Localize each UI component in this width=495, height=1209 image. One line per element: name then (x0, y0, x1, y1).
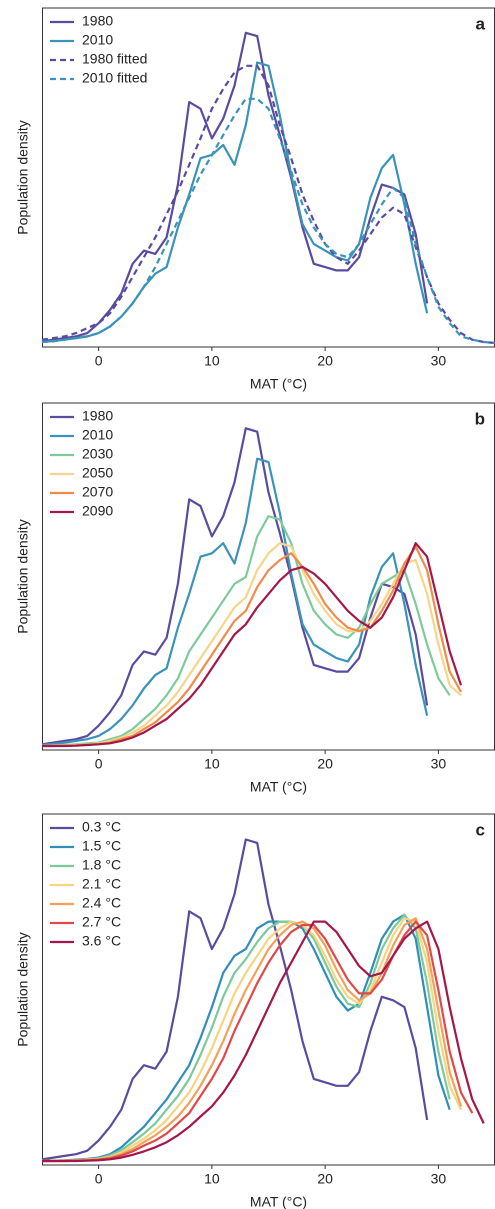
legend-label: 2050 (82, 465, 113, 481)
panel-label: a (476, 14, 486, 33)
legend-label: 2030 (82, 446, 113, 462)
y-axis-label: Population density (15, 519, 31, 633)
panel-label: c (476, 820, 485, 839)
legend-label: 1980 (82, 13, 113, 29)
data-line (42, 917, 463, 1163)
x-tick-label: 30 (431, 1171, 447, 1187)
data-line (41, 913, 451, 1163)
x-tick-label: 0 (95, 353, 103, 369)
data-line (41, 61, 429, 344)
legend-label: 2.4 °C (82, 895, 121, 911)
legend-label: 2010 (82, 427, 113, 443)
legend-label: 1980 (82, 408, 113, 424)
data-line (41, 457, 429, 747)
x-tick-label: 10 (204, 1171, 220, 1187)
data-line (42, 542, 463, 748)
data-line (41, 913, 451, 1163)
x-tick-label: 0 (95, 756, 103, 772)
legend-label: 2.1 °C (82, 876, 121, 892)
x-tick-label: 10 (204, 756, 220, 772)
x-tick-label: 30 (431, 756, 447, 772)
x-tick-label: 20 (317, 353, 333, 369)
data-line (41, 838, 429, 1161)
data-line (42, 545, 462, 748)
legend-label: 2010 (82, 32, 113, 48)
data-line (41, 427, 429, 746)
data-line (42, 920, 485, 1163)
data-line (41, 64, 495, 345)
data-line (41, 97, 495, 345)
legend-label: 2070 (82, 484, 113, 500)
legend-label: 2090 (82, 503, 113, 519)
x-tick-label: 0 (95, 1171, 103, 1187)
x-axis-label: MAT (°C) (250, 779, 307, 795)
x-axis-label: MAT (°C) (250, 1194, 307, 1209)
x-tick-label: 20 (317, 756, 333, 772)
legend-label: 3.6 °C (82, 933, 121, 949)
y-axis-label: Population density (15, 120, 31, 234)
x-tick-label: 10 (204, 353, 220, 369)
data-line (42, 917, 462, 1163)
y-axis-label: Population density (15, 932, 31, 1046)
legend-label: 1.8 °C (82, 857, 121, 873)
legend-label: 2.7 °C (82, 914, 121, 930)
data-line (41, 31, 429, 343)
legend-label: 1980 fitted (82, 51, 147, 67)
data-line (42, 920, 474, 1163)
data-line (41, 542, 462, 748)
x-axis-label: MAT (°C) (250, 376, 307, 392)
legend-label: 2010 fitted (82, 70, 147, 86)
x-tick-label: 20 (317, 1171, 333, 1187)
panel-label: b (475, 409, 485, 428)
legend-label: 0.3 °C (82, 819, 121, 835)
x-tick-label: 30 (431, 353, 447, 369)
legend-label: 1.5 °C (82, 838, 121, 854)
data-line (41, 515, 451, 748)
